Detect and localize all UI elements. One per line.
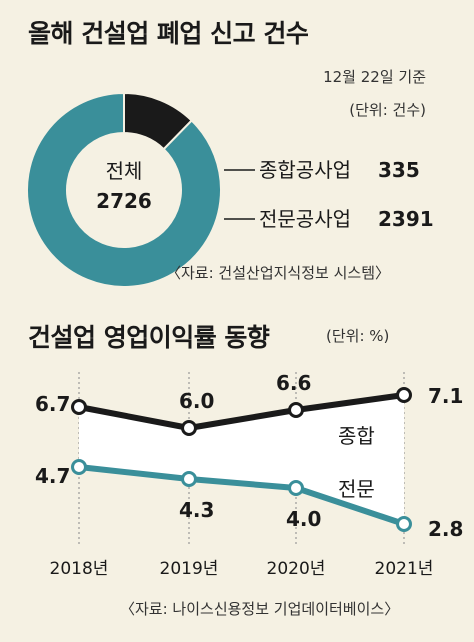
data-point	[71, 459, 87, 475]
data-label: 6.7	[35, 392, 70, 416]
donut-total-label: 전체	[106, 159, 143, 183]
donut-source: 〈자료: 건설산업지식정보 시스템〉	[166, 264, 390, 282]
donut-slice-2	[26, 91, 222, 288]
series-name-label: 종합	[338, 424, 375, 448]
donut-unit-note: (단위: 건수)	[349, 101, 426, 119]
donut-total-value: 2726	[96, 189, 152, 213]
donut-legend-value: 2391	[378, 207, 434, 231]
donut-chart-title: 올해 건설업 폐업 신고 건수	[28, 19, 309, 48]
data-label: 6.6	[276, 371, 311, 395]
donut-legend-value: 335	[378, 158, 420, 182]
date-note: 12월 22일 기준	[323, 68, 426, 86]
data-point	[71, 399, 87, 415]
data-point	[396, 387, 412, 403]
data-label: 2.8	[428, 517, 463, 541]
data-point	[181, 420, 197, 436]
series-line-1	[78, 392, 405, 431]
data-label: 4.7	[35, 464, 70, 488]
donut-chart: 전체 2726 종합공사업 335 전문공사업 2391	[26, 91, 434, 288]
band-fill	[79, 395, 404, 524]
donut-legend-name: 전문공사업	[259, 207, 351, 231]
x-tick-label: 2019년	[160, 559, 219, 579]
series-name-label: 전문	[338, 477, 375, 501]
data-label: 6.0	[179, 389, 214, 413]
series-line-2	[78, 464, 405, 527]
data-point	[181, 471, 197, 487]
data-point	[288, 480, 304, 496]
line-chart-title: 건설업 영업이익률 동향	[28, 323, 270, 352]
line-unit-note: (단위: %)	[326, 327, 390, 345]
line-source: 〈자료: 나이스신용정보 기업데이터베이스〉	[120, 600, 400, 618]
x-tick-label: 2021년	[375, 559, 434, 579]
data-label: 7.1	[428, 384, 463, 408]
donut-legend-name: 종합공사업	[259, 158, 351, 182]
data-label: 4.0	[286, 507, 321, 531]
x-tick-label: 2018년	[50, 559, 109, 579]
data-point	[396, 516, 412, 532]
x-tick-label: 2020년	[267, 559, 326, 579]
data-point	[288, 402, 304, 418]
data-label: 4.3	[179, 498, 214, 522]
